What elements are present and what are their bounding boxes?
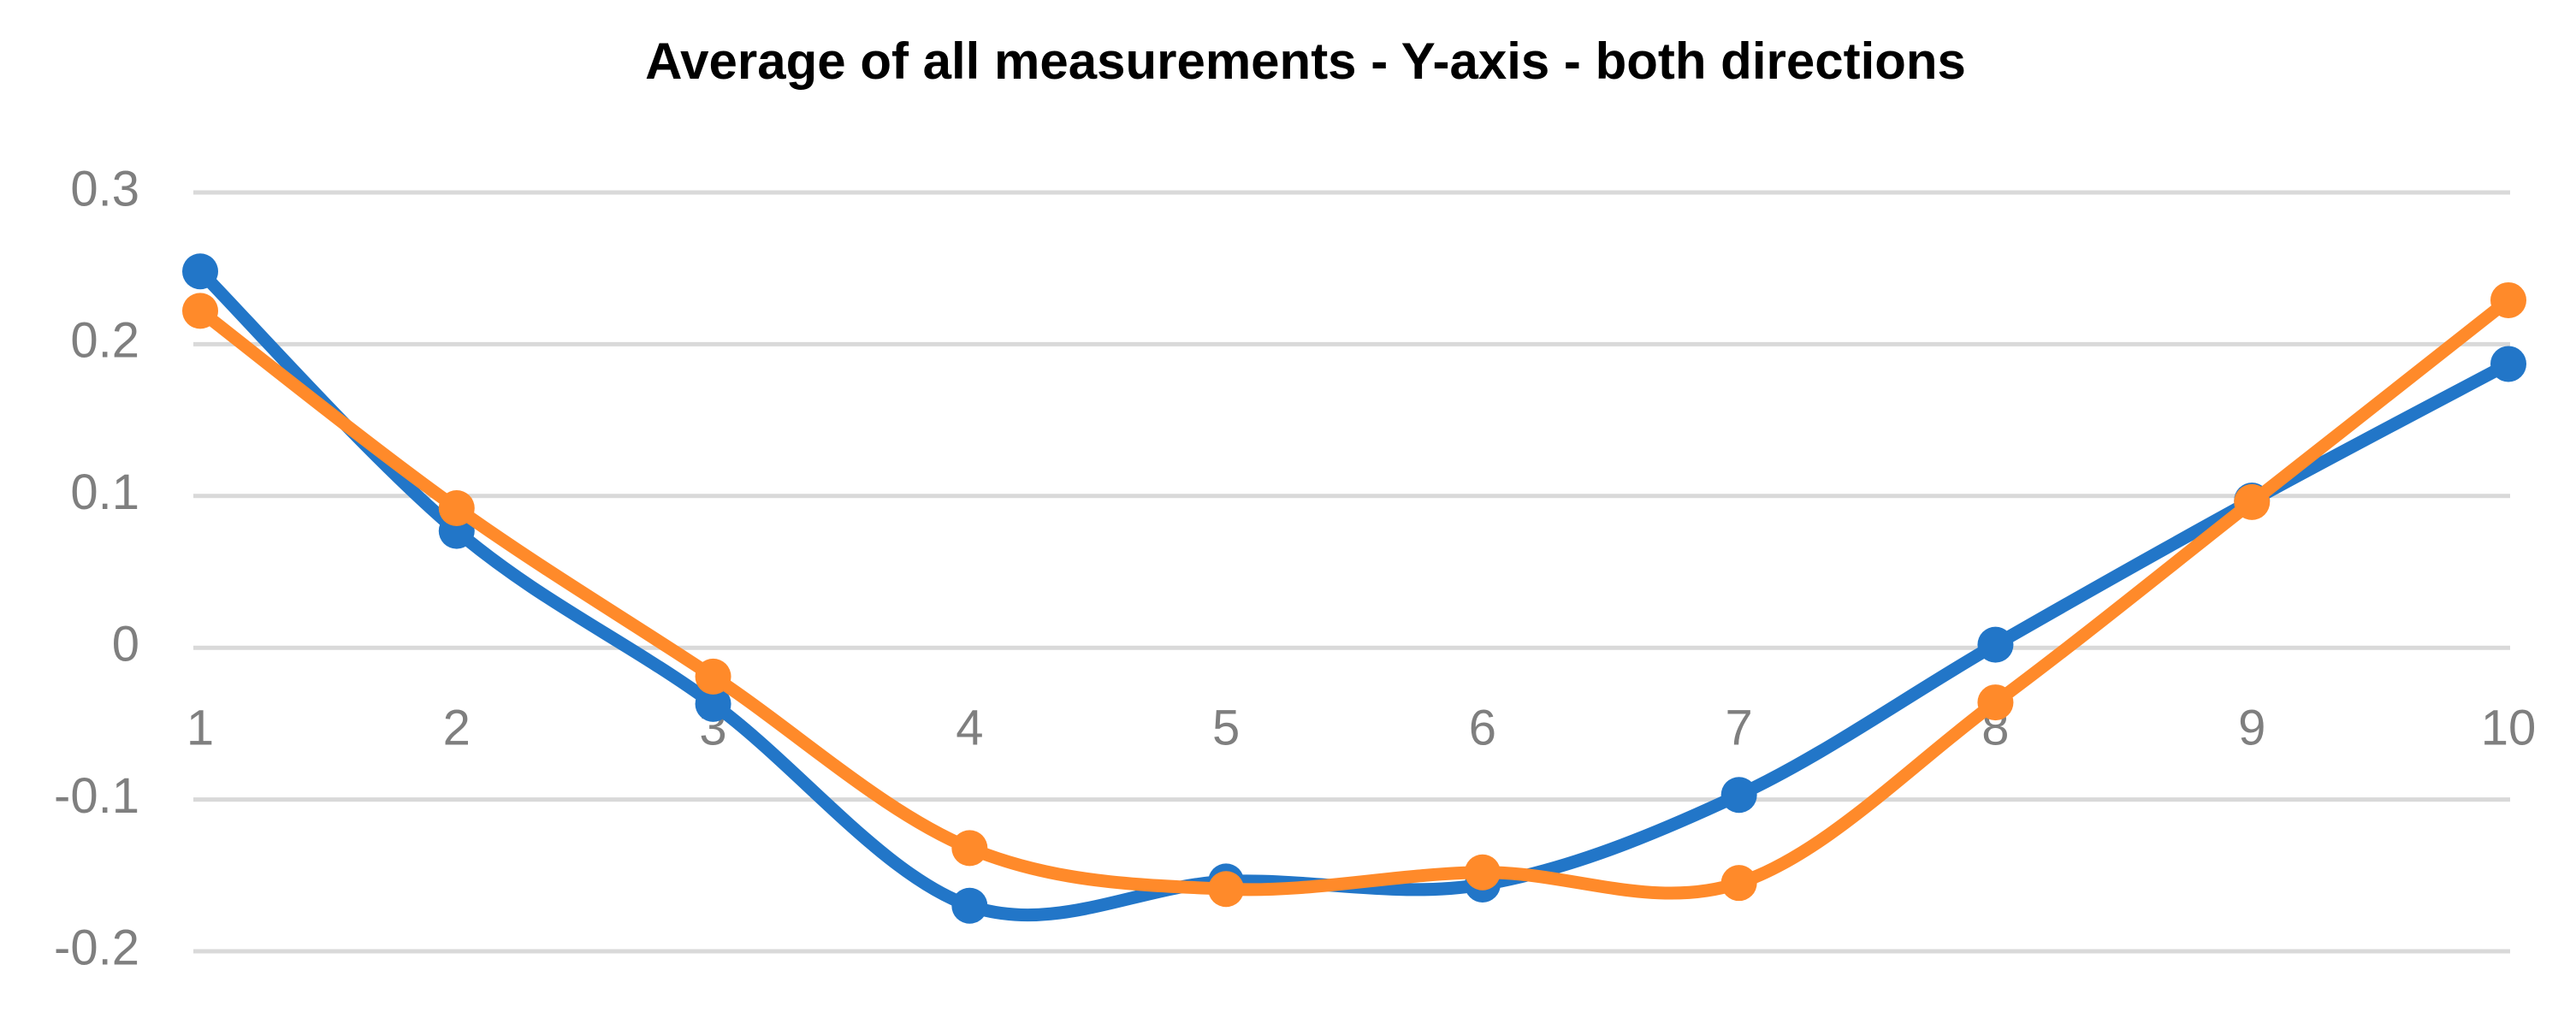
x-tick-label: 7: [1726, 701, 1753, 756]
data-point: [2490, 281, 2526, 318]
data-point: [182, 253, 218, 290]
data-point: [951, 830, 988, 867]
x-tick-label: 9: [2238, 701, 2265, 756]
data-point: [1977, 626, 2014, 663]
y-tick-label: -0.2: [54, 920, 139, 975]
data-point: [1977, 684, 2014, 721]
x-tick-label: 4: [956, 701, 983, 756]
data-point: [951, 887, 988, 924]
data-point: [1720, 777, 1757, 814]
x-tick-label: 5: [1212, 701, 1240, 756]
y-tick-label: 0.2: [70, 313, 139, 369]
chart-title: Average of all measurements - Y-axis - b…: [645, 33, 1966, 90]
x-tick-label: 10: [2481, 701, 2537, 756]
data-point: [438, 489, 475, 526]
data-point: [2490, 346, 2526, 382]
data-point: [1464, 854, 1501, 891]
x-tick-label: 1: [187, 701, 214, 756]
data-point: [182, 293, 218, 329]
y-tick-label: 0: [112, 617, 139, 672]
data-point: [695, 658, 731, 695]
data-point: [2234, 483, 2271, 520]
data-point: [1208, 871, 1245, 908]
y-tick-label: -0.1: [54, 768, 139, 824]
x-tick-label: 2: [443, 701, 471, 756]
x-tick-label: 6: [1469, 701, 1496, 756]
data-point: [1720, 865, 1757, 902]
y-tick-label: 0.3: [70, 161, 139, 216]
data-point: [695, 685, 731, 722]
y-tick-label: 0.1: [70, 465, 139, 520]
series-line: [193, 293, 2515, 900]
